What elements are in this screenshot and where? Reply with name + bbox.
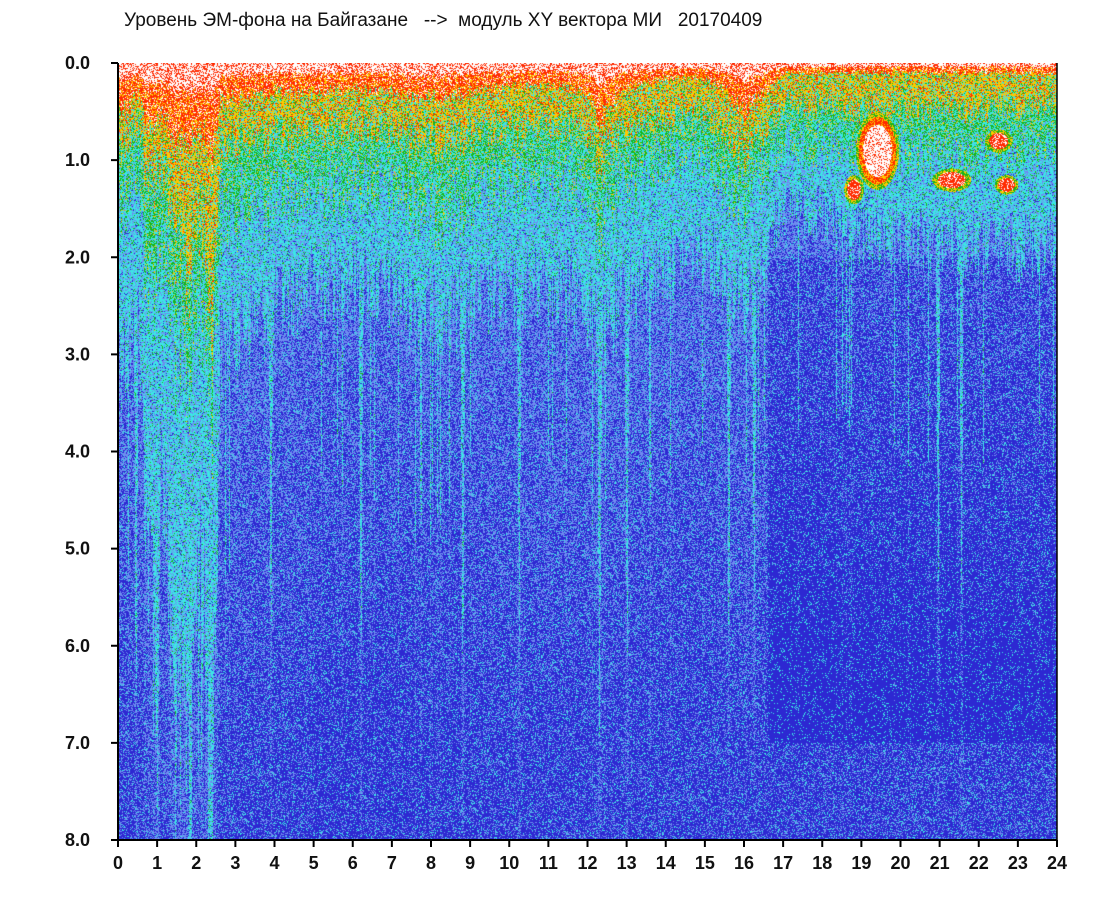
x-tick-label: 17 [773, 853, 793, 873]
x-tick-label: 2 [191, 853, 201, 873]
x-tick-label: 10 [499, 853, 519, 873]
x-tick-label: 6 [348, 853, 358, 873]
y-tick-label: 7.0 [65, 733, 90, 753]
y-tick-label: 2.0 [65, 247, 90, 267]
chart-title: Уровень ЭМ-фона на Байгазане --> модуль … [124, 10, 763, 31]
y-tick-label: 3.0 [65, 344, 90, 364]
x-tick-label: 15 [695, 853, 715, 873]
x-tick-label: 9 [465, 853, 475, 873]
x-tick-label: 4 [269, 853, 279, 873]
x-tick-label: 19 [851, 853, 871, 873]
x-tick-label: 16 [734, 853, 754, 873]
heatmap-raster [118, 63, 1057, 840]
y-tick-label: 6.0 [65, 636, 90, 656]
y-tick-label: 5.0 [65, 539, 90, 559]
x-tick-label: 23 [1008, 853, 1028, 873]
x-tick-label: 11 [539, 853, 558, 873]
x-tick-label: 12 [577, 853, 597, 873]
axes: 0 1 2 3 4 5 6 7 8 9 10 11 12 13 14 15 16 17 18 19 20 21 22 23 24… [65, 53, 1067, 873]
x-tick-label: 24 [1047, 853, 1067, 873]
x-tick-label: 21 [930, 853, 950, 873]
x-tick-label: 1 [152, 853, 162, 873]
x-tick-label: 3 [230, 853, 240, 873]
x-tick-label: 7 [387, 853, 397, 873]
x-tick-label: 0 [113, 853, 123, 873]
heatmap-plot-area [118, 63, 1057, 840]
x-tick-label: 22 [969, 853, 989, 873]
x-tick-label: 20 [890, 853, 910, 873]
x-tick-label: 13 [617, 853, 637, 873]
y-tick-label: 4.0 [65, 442, 90, 462]
y-tick-label: 1.0 [65, 150, 90, 170]
x-tick-label: 18 [812, 853, 832, 873]
x-tick-label: 8 [426, 853, 436, 873]
y-tick-label: 8.0 [65, 830, 90, 850]
y-tick-label: 0.0 [65, 53, 90, 73]
x-tick-label: 14 [656, 853, 676, 873]
x-tick-label: 5 [309, 853, 319, 873]
